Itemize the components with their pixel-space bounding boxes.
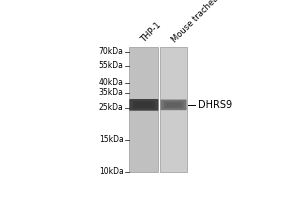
Text: 25kDa: 25kDa bbox=[99, 103, 124, 112]
FancyBboxPatch shape bbox=[129, 99, 158, 111]
FancyBboxPatch shape bbox=[164, 101, 183, 108]
Bar bbox=[129, 47, 158, 172]
Text: 70kDa: 70kDa bbox=[99, 47, 124, 56]
FancyBboxPatch shape bbox=[133, 101, 155, 109]
Text: 35kDa: 35kDa bbox=[99, 88, 124, 97]
Text: THP-1: THP-1 bbox=[139, 20, 162, 44]
Text: DHRS9: DHRS9 bbox=[198, 100, 232, 110]
Text: 55kDa: 55kDa bbox=[99, 61, 124, 70]
Text: 10kDa: 10kDa bbox=[99, 167, 124, 176]
Text: 40kDa: 40kDa bbox=[99, 78, 124, 87]
FancyBboxPatch shape bbox=[136, 103, 152, 107]
Text: Mouse trachea: Mouse trachea bbox=[170, 0, 220, 44]
FancyBboxPatch shape bbox=[160, 100, 187, 110]
Text: 15kDa: 15kDa bbox=[99, 135, 124, 144]
FancyBboxPatch shape bbox=[167, 103, 181, 107]
Bar bbox=[160, 47, 188, 172]
